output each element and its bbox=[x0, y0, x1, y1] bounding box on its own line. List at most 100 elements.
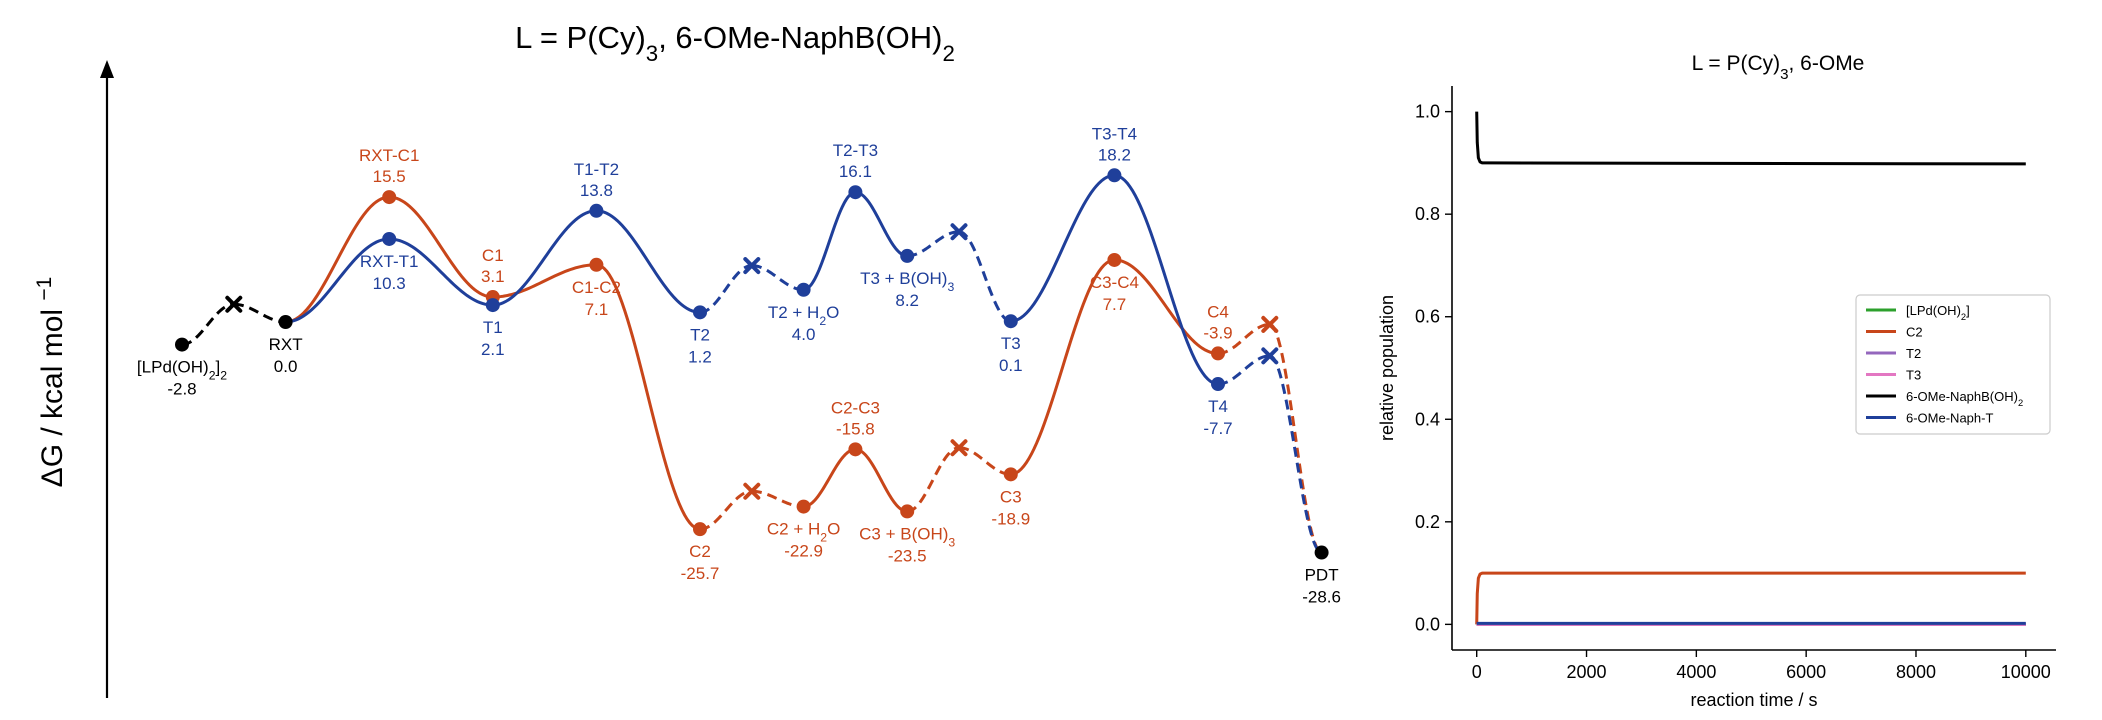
profile-segment-c2-tsc2 bbox=[699, 489, 752, 531]
label-name-t3t4: T3-T4 bbox=[1092, 124, 1137, 143]
label-value-t3t4: 18.2 bbox=[1098, 145, 1131, 164]
label-value-t2h2o: 4.0 bbox=[792, 325, 816, 344]
point-c4 bbox=[1211, 346, 1225, 361]
point-rxtt1 bbox=[382, 231, 397, 246]
legend-entry: T2 bbox=[1906, 346, 1921, 361]
profile-segment-c2h2o-c2c3 bbox=[803, 447, 856, 509]
label-name-t3: T3 bbox=[1001, 334, 1021, 353]
point-c1c2 bbox=[589, 257, 604, 272]
profile-segment-tst4-pdt bbox=[1269, 354, 1322, 554]
profile-segment-tst3-t3 bbox=[958, 230, 1011, 323]
profile-segment-c1c2-c2 bbox=[596, 263, 701, 531]
label-name-c3c4: C3-C4 bbox=[1090, 273, 1139, 292]
population-chart: L = P(Cy)3, 6-OMe 0 2000 4000 6000 8000 10000 0… bbox=[1377, 52, 2056, 710]
point-rxtc1 bbox=[382, 190, 397, 205]
point-t2h2o bbox=[796, 282, 811, 297]
x-axis-label: reaction time / s bbox=[1690, 690, 1817, 710]
point-t3 bbox=[1003, 314, 1018, 329]
profile-segment-rxtt1-t1 bbox=[389, 237, 493, 307]
legend-box bbox=[1855, 294, 2051, 435]
label-value-c3c4: 7.7 bbox=[1103, 295, 1127, 314]
label-value-rxtc1: 15.5 bbox=[373, 167, 406, 186]
point-rxt bbox=[278, 315, 293, 329]
point-c2 bbox=[693, 522, 707, 537]
label-name-t2: T2 bbox=[690, 325, 710, 344]
profile-segment-t1t2-t2 bbox=[596, 209, 701, 314]
label-value-rxtt1: 10.3 bbox=[373, 274, 406, 293]
ts-marker-tst3 bbox=[950, 223, 968, 241]
label-name-t2t3: T2-T3 bbox=[833, 141, 878, 160]
profile-segment-t3boh-tst3 bbox=[907, 230, 960, 258]
profile-segment-t1-t1t2 bbox=[492, 209, 597, 307]
y-tick-label: 1.0 bbox=[1415, 102, 1440, 122]
label-name-c1c2: C1-C2 bbox=[572, 278, 621, 297]
point-c2h2o bbox=[796, 499, 811, 514]
legend-entry: C2 bbox=[1906, 325, 1923, 340]
label-value-t3boh: 8.2 bbox=[895, 291, 919, 310]
profile-segment-tsc4-pdt bbox=[1269, 322, 1323, 554]
legend-entry: [LPd(OH)2] bbox=[1906, 303, 1970, 322]
label-value-c1c2: 7.1 bbox=[585, 300, 609, 319]
point-c3boh bbox=[900, 504, 915, 519]
label-value-t3: 0.1 bbox=[999, 356, 1023, 375]
label-name-pdt: PDT bbox=[1305, 566, 1339, 585]
label-name-c4: C4 bbox=[1207, 302, 1229, 321]
profile-segment-t3-t3t4 bbox=[1010, 173, 1115, 323]
x-tick-label: 6000 bbox=[1786, 662, 1826, 682]
label-value-c2c3: -15.8 bbox=[836, 419, 875, 438]
label-value-rxt: 0.0 bbox=[274, 357, 298, 376]
x-tick-label: 4000 bbox=[1676, 662, 1716, 682]
legend-entry: 6-OMe-Naph-T bbox=[1906, 411, 1993, 426]
profile-segment-rxt-rxtt1 bbox=[285, 237, 390, 324]
ts-marker-ts0 bbox=[225, 295, 243, 313]
profile-segment-tst2-t2h2o bbox=[751, 264, 804, 292]
label-value-c2h2o: -22.9 bbox=[784, 542, 823, 561]
label-name-c1: C1 bbox=[482, 246, 504, 265]
label-name-lpd: [LPd(OH)2]2 bbox=[137, 358, 227, 383]
ts-marker-tst2 bbox=[743, 257, 761, 275]
profile-segment-ts0-rxt bbox=[233, 302, 286, 324]
label-value-c3boh: -23.5 bbox=[888, 546, 927, 565]
legend-entry: 6-OMe-NaphB(OH)2 bbox=[1906, 389, 2023, 408]
label-name-t3boh: T3 + B(OH)3 bbox=[860, 269, 954, 294]
y-tick-label: 0.8 bbox=[1415, 204, 1440, 224]
profile-segment-c3-c3c4 bbox=[1010, 258, 1115, 476]
point-c2c3 bbox=[848, 442, 863, 457]
point-t2 bbox=[693, 305, 707, 320]
y-axis-label-right: relative population bbox=[1377, 295, 1397, 441]
label-value-c1: 3.1 bbox=[481, 267, 505, 286]
label-name-rxtt1: RXT-T1 bbox=[360, 252, 419, 271]
x-tick-label: 8000 bbox=[1896, 662, 1936, 682]
label-value-lpd: -2.8 bbox=[167, 380, 196, 399]
x-tick-label: 10000 bbox=[2001, 662, 2051, 682]
profile-segment-t3t4-t4 bbox=[1114, 173, 1219, 386]
label-value-t2: 1.2 bbox=[688, 347, 712, 366]
point-lpd bbox=[175, 337, 189, 352]
label-name-rxtc1: RXT-C1 bbox=[359, 146, 419, 165]
ts-marker-tst4 bbox=[1261, 347, 1279, 365]
point-c3c4 bbox=[1107, 252, 1122, 267]
x-tick-label: 0 bbox=[1472, 662, 1482, 682]
label-value-t1: 2.1 bbox=[481, 340, 505, 359]
profile-segment-tsc3-c3 bbox=[958, 446, 1011, 476]
label-name-t4: T4 bbox=[1208, 397, 1228, 416]
point-t3t4 bbox=[1107, 168, 1122, 183]
label-name-c3: C3 bbox=[1000, 487, 1022, 506]
label-name-t1t2: T1-T2 bbox=[574, 160, 619, 179]
profile-segment-rxt-rxtc1 bbox=[285, 195, 390, 324]
label-value-t4: -7.7 bbox=[1203, 419, 1232, 438]
profile-segment-rxtc1-c1 bbox=[389, 195, 493, 299]
chart-title: L = P(Cy)3, 6-OMe-NaphB(OH)2 bbox=[515, 20, 955, 66]
ts-marker-tsc4 bbox=[1261, 315, 1279, 333]
label-value-t1t2: 13.8 bbox=[580, 181, 613, 200]
y-axis-label: ΔG / kcal mol −1 bbox=[33, 277, 70, 488]
y-tick-label: 0.6 bbox=[1415, 307, 1440, 327]
profile-segment-t4-tst4 bbox=[1217, 354, 1270, 386]
energy-profile-chart: L = P(Cy)3, 6-OMe-NaphB(OH)2 ΔG / kcal mo… bbox=[33, 20, 1341, 698]
label-name-t2h2o: T2 + H2O bbox=[768, 303, 840, 328]
y-tick-label: 0.0 bbox=[1415, 614, 1440, 634]
point-t2t3 bbox=[848, 185, 863, 200]
point-pdt bbox=[1314, 545, 1329, 560]
label-value-c3: -18.9 bbox=[991, 509, 1030, 528]
